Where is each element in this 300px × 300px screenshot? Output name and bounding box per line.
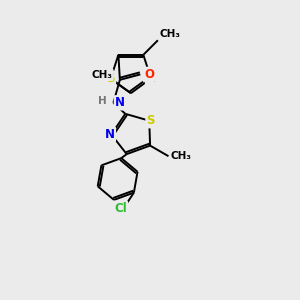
Text: S: S xyxy=(106,72,115,85)
Text: N: N xyxy=(105,128,115,141)
Text: N: N xyxy=(115,96,125,109)
Text: S: S xyxy=(146,114,155,127)
Text: N: N xyxy=(146,72,156,85)
Text: CH₃: CH₃ xyxy=(171,151,192,161)
Text: CH₃: CH₃ xyxy=(159,29,180,39)
Text: CH₃: CH₃ xyxy=(92,70,112,80)
Text: H: H xyxy=(98,96,107,106)
Text: O: O xyxy=(144,68,154,81)
Text: Cl: Cl xyxy=(114,202,127,215)
